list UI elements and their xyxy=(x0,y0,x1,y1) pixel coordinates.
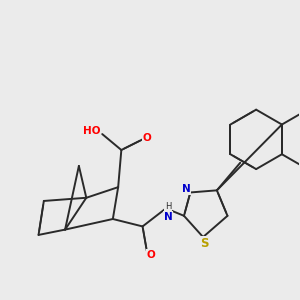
Text: N: N xyxy=(164,212,172,222)
Text: S: S xyxy=(200,237,208,250)
Text: O: O xyxy=(142,133,151,143)
Text: HO: HO xyxy=(82,126,100,136)
Text: N: N xyxy=(182,184,190,194)
Text: H: H xyxy=(165,202,171,211)
Text: O: O xyxy=(147,250,155,260)
